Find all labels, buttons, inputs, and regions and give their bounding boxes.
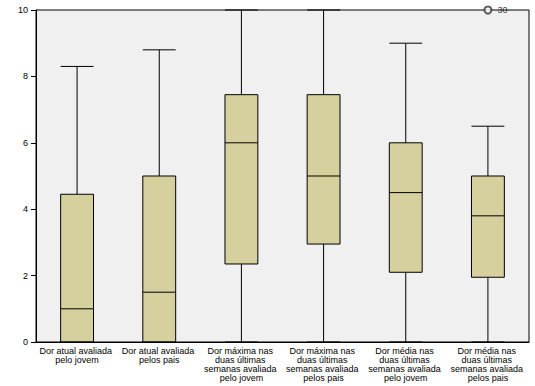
svg-text:duas últimas: duas últimas bbox=[379, 354, 433, 365]
svg-text:semanas avaliada: semanas avaliada bbox=[203, 363, 279, 374]
svg-text:2: 2 bbox=[23, 271, 28, 281]
svg-text:pelo jovem: pelo jovem bbox=[384, 373, 428, 383]
svg-text:semanas avaliada: semanas avaliada bbox=[368, 363, 444, 374]
svg-text:8: 8 bbox=[23, 71, 28, 81]
svg-text:Dor máxima nas: Dor máxima nas bbox=[289, 345, 358, 356]
svg-text:Dor atual avaliada: Dor atual avaliada bbox=[39, 345, 115, 356]
svg-text:pelo jovem: pelo jovem bbox=[55, 355, 99, 365]
svg-text:pelos pais: pelos pais bbox=[468, 373, 509, 383]
svg-text:Dor atual avaliada: Dor atual avaliada bbox=[121, 345, 197, 356]
svg-text:30: 30 bbox=[497, 5, 507, 15]
svg-text:10: 10 bbox=[18, 5, 28, 15]
svg-text:4: 4 bbox=[23, 204, 28, 214]
svg-text:pelos pais: pelos pais bbox=[303, 373, 344, 383]
svg-text:semanas avaliada: semanas avaliada bbox=[450, 363, 526, 374]
svg-text:6: 6 bbox=[23, 138, 28, 148]
svg-text:Dor média nas: Dor média nas bbox=[375, 345, 437, 356]
svg-text:pelo jovem: pelo jovem bbox=[220, 373, 264, 383]
svg-text:Dor máxima nas: Dor máxima nas bbox=[207, 345, 276, 356]
svg-text:duas últimas: duas últimas bbox=[214, 354, 268, 365]
svg-text:Dor média nas: Dor média nas bbox=[457, 345, 519, 356]
svg-text:duas últimas: duas últimas bbox=[297, 354, 351, 365]
svg-text:0: 0 bbox=[23, 337, 28, 347]
svg-text:pelos pais: pelos pais bbox=[139, 355, 180, 365]
svg-text:semanas avaliada: semanas avaliada bbox=[286, 363, 362, 374]
svg-text:duas últimas: duas últimas bbox=[461, 354, 515, 365]
